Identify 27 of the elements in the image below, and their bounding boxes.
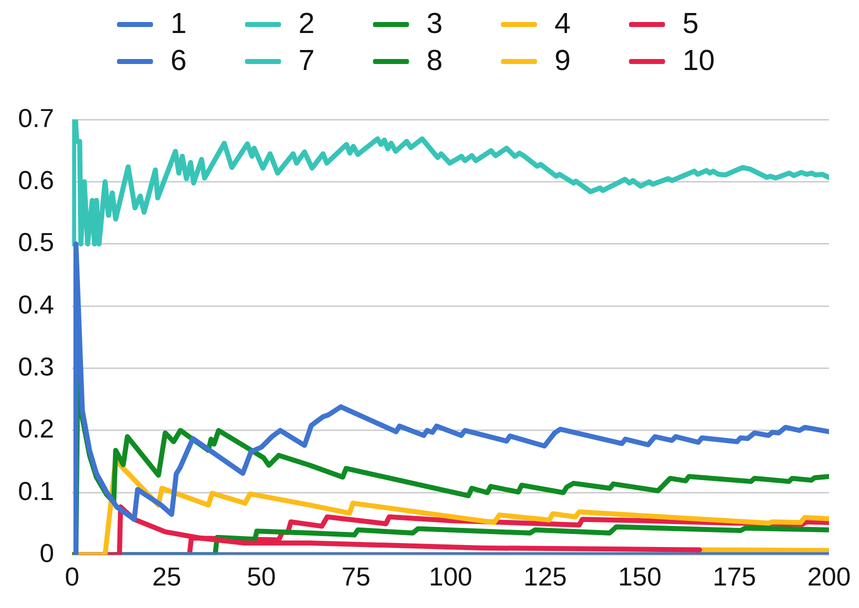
x-tick-label: 0 [64, 562, 80, 592]
y-tick-label: 0.2 [18, 414, 54, 444]
x-tick-label: 150 [618, 562, 662, 592]
legend-label: 8 [426, 45, 443, 78]
y-tick-label: 0.7 [18, 102, 54, 133]
y-tick-label: 0.6 [18, 164, 54, 195]
y-tick-label: 0 [40, 538, 54, 568]
x-tick-label: 100 [428, 562, 472, 592]
legend-label: 7 [298, 45, 315, 78]
x-tick-label: 50 [246, 562, 276, 592]
legend-label: 10 [682, 45, 715, 78]
x-tick-label: 175 [712, 562, 756, 592]
legend-label: 1 [170, 8, 187, 41]
x-tick-label: 75 [342, 562, 370, 592]
legend-label: 9 [554, 45, 571, 78]
y-tick-label: 0.4 [18, 289, 54, 320]
legend-label: 5 [682, 8, 699, 41]
legend-label: 6 [170, 45, 187, 78]
x-tick-label: 25 [152, 562, 182, 592]
y-tick-label: 0.5 [18, 227, 54, 258]
x-tick-label: 200 [807, 562, 851, 592]
y-tick-label: 0.3 [18, 351, 54, 382]
legend-label: 2 [298, 8, 315, 41]
y-tick-label: 0.1 [18, 476, 54, 506]
legend-label: 4 [554, 8, 571, 41]
x-tick-label: 125 [523, 562, 567, 592]
legend-label: 3 [426, 8, 443, 41]
